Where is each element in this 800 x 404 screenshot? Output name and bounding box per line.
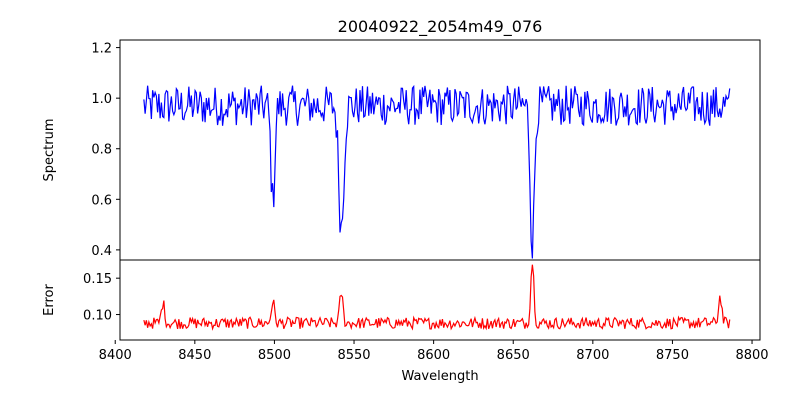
x-tick-label: 8600 [417, 348, 450, 363]
error-line [143, 264, 731, 331]
spectrum-y-tick-label: 0.4 [91, 244, 112, 259]
x-tick-label: 8550 [337, 348, 370, 363]
x-tick-label: 8650 [497, 348, 530, 363]
error-panel: 0.10 0.15 8400 8450 8500 8550 8600 8650 8700 875… [42, 259, 769, 384]
error-y-ticks: 0.10 0.15 [83, 272, 120, 324]
chart-title: 20040922_2054m49_076 [338, 17, 543, 37]
error-y-tick-label: 0.10 [83, 309, 112, 324]
x-tick-label: 8500 [258, 348, 291, 363]
wavelength-xlabel: Wavelength [401, 369, 478, 384]
error-ylabel: Error [42, 284, 57, 316]
x-tick-label: 8800 [735, 348, 768, 363]
spectrum-panel: 0.4 0.6 0.8 1.0 1.2 Spectrum [42, 39, 761, 261]
spectrum-line [143, 84, 731, 259]
spectrum-ylabel: Spectrum [42, 119, 57, 182]
x-tick-label: 8450 [178, 348, 211, 363]
error-y-tick-label: 0.15 [83, 272, 112, 287]
spectrum-axes-frame [119, 39, 761, 261]
spectrum-y-tick-label: 0.6 [91, 193, 112, 208]
spectrum-y-tick-label: 0.8 [91, 143, 112, 158]
x-tick-label: 8750 [656, 348, 689, 363]
x-tick-label: 8700 [576, 348, 609, 363]
spectrum-y-ticks: 0.4 0.6 0.8 1.0 1.2 [91, 42, 120, 259]
x-tick-label: 8400 [99, 348, 132, 363]
error-axes-frame [119, 259, 761, 341]
spectrum-y-tick-label: 1.0 [91, 92, 112, 107]
error-plot-area [143, 264, 731, 331]
spectrum-plot-area [143, 84, 731, 259]
spectrum-y-tick-label: 1.2 [91, 42, 112, 57]
wavelength-x-ticks: 8400 8450 8500 8550 8600 8650 8700 8750 8800 [99, 340, 769, 363]
